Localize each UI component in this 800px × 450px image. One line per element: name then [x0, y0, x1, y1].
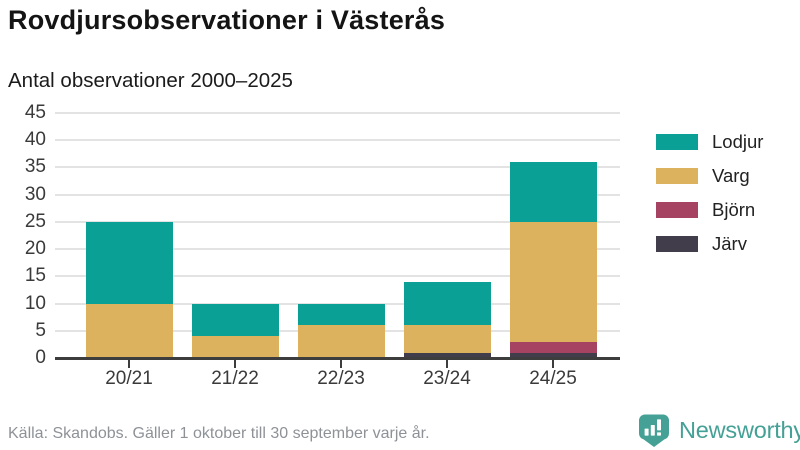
- x-tick-23-24: [446, 359, 448, 368]
- legend-label-bjorn: Björn: [712, 199, 756, 220]
- x-axis-line: [55, 356, 620, 360]
- newsworthy-logo-icon: [637, 413, 671, 448]
- bar-segment-varg-22-23: [297, 325, 385, 358]
- x-tick-label-24-25: 24/25: [529, 368, 577, 389]
- y-tick-label-5: 5: [35, 319, 46, 341]
- x-tick-label-20-21: 20/21: [105, 368, 153, 389]
- y-tick-label-30: 30: [24, 183, 46, 205]
- bar-segment-lodjur-21-22: [191, 303, 279, 337]
- bar-segment-varg-23-24: [403, 325, 491, 353]
- chart-subtitle: Antal observationer 2000–2025: [8, 69, 293, 92]
- gridline-45: [55, 112, 620, 114]
- gridline-30: [55, 193, 620, 196]
- gridline-40: [55, 139, 620, 142]
- bar-segment-lodjur-23-24: [403, 281, 491, 326]
- legend-item-bjorn: Björn: [656, 199, 763, 221]
- bar-segment-jarv-23-24: [403, 352, 491, 358]
- legend-label-jarv: Järv: [712, 233, 747, 254]
- bar-segment-jarv-24-25: [509, 352, 597, 358]
- legend-swatch-varg: [656, 168, 698, 184]
- bar-segment-lodjur-22-23: [297, 303, 385, 326]
- y-tick-label-40: 40: [24, 129, 46, 151]
- y-tick-label-25: 25: [24, 210, 46, 232]
- x-tick-label-22-23: 22/23: [317, 368, 365, 389]
- bar-segment-lodjur-24-25: [509, 162, 597, 222]
- gridline-35: [55, 166, 620, 169]
- chart-legend: Lodjur Varg Björn Järv: [656, 131, 763, 255]
- bar-segment-lodjur-20-21: [85, 221, 173, 304]
- brand-wordmark: Newsworthy: [679, 417, 800, 443]
- x-tick-label-21-22: 21/22: [211, 368, 259, 389]
- bar-segment-varg-24-25: [509, 221, 597, 342]
- legend-item-varg: Varg: [656, 165, 763, 187]
- legend-label-varg: Varg: [712, 165, 750, 186]
- y-tick-label-45: 45: [24, 102, 46, 123]
- y-tick-label-35: 35: [24, 156, 46, 178]
- x-tick-22-23: [340, 359, 342, 368]
- bar-segment-bjorn-24-25: [509, 341, 597, 353]
- brand-lockup: Newsworthy: [637, 413, 800, 448]
- gridline-15: [55, 275, 620, 278]
- page-title: Rovdjursobservationer i Västerås: [8, 5, 446, 35]
- y-tick-label-15: 15: [24, 265, 46, 287]
- legend-item-lodjur: Lodjur: [656, 131, 763, 153]
- source-note: Källa: Skandobs. Gäller 1 oktober till 3…: [8, 425, 430, 442]
- legend-swatch-lodjur: [656, 134, 698, 150]
- bar-segment-varg-21-22: [191, 336, 279, 358]
- legend-item-jarv: Järv: [656, 233, 763, 255]
- legend-swatch-bjorn: [656, 202, 698, 218]
- gridline-20: [55, 248, 620, 251]
- x-tick-24-25: [552, 359, 554, 368]
- x-tick-20-21: [128, 359, 130, 368]
- bar-segment-varg-20-21: [85, 303, 173, 358]
- legend-swatch-jarv: [656, 236, 698, 252]
- x-tick-label-23-24: 23/24: [423, 368, 471, 389]
- y-tick-label-0: 0: [35, 347, 46, 368]
- legend-label-lodjur: Lodjur: [712, 131, 764, 152]
- gridline-25: [55, 220, 620, 223]
- y-tick-label-10: 10: [24, 292, 46, 314]
- y-tick-label-20: 20: [24, 238, 46, 260]
- x-tick-21-22: [234, 359, 236, 368]
